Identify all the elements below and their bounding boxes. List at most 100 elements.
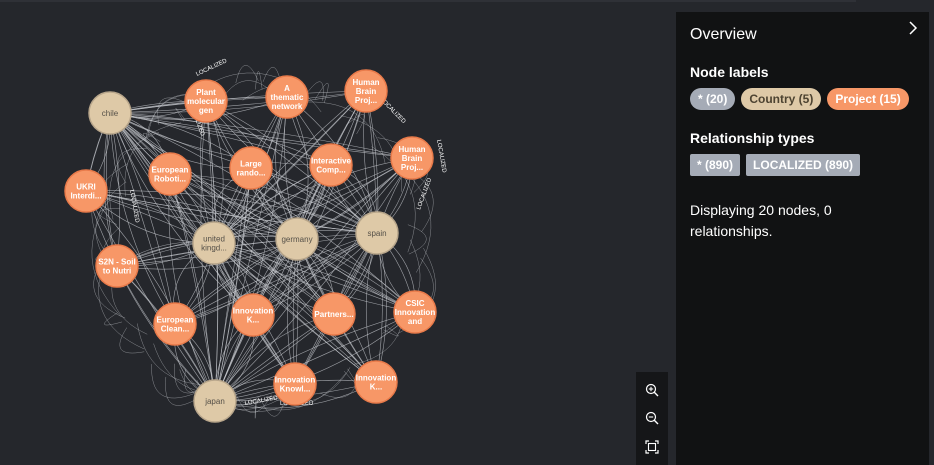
relationship-edge[interactable] (213, 242, 377, 383)
relationship-edge[interactable] (213, 242, 416, 313)
relationship-edge[interactable] (314, 82, 329, 104)
relationship-edge[interactable] (116, 238, 298, 270)
relationship-edge[interactable] (119, 327, 145, 354)
relationship-edge[interactable] (213, 242, 416, 313)
project-node[interactable]: EuropeanClean... (153, 302, 197, 346)
relationship-edge[interactable] (109, 112, 332, 166)
graph-canvas[interactable]: LOCALIZED LOCALIZED LOCALIZED LOCALIZED LOCA… (0, 0, 856, 465)
relationship-edge[interactable] (85, 190, 298, 240)
node-circle[interactable] (192, 221, 236, 265)
country-node[interactable]: japan (193, 379, 237, 423)
project-node[interactable]: InnovationKnowl... (273, 362, 317, 406)
relationship-edge[interactable] (109, 112, 254, 316)
collapse-panel-button[interactable] (903, 18, 923, 38)
relationship-edge[interactable] (214, 311, 416, 402)
relationship-edge[interactable] (305, 81, 324, 101)
node-circle[interactable] (275, 217, 319, 261)
relationship-edge[interactable] (168, 173, 216, 402)
node-circle[interactable] (231, 293, 275, 337)
relationship-edge[interactable] (169, 173, 378, 234)
relationship-edge[interactable] (116, 230, 378, 267)
relationship-edge[interactable] (407, 224, 427, 255)
relationship-edge[interactable] (213, 242, 416, 313)
relationship-edge[interactable] (117, 148, 147, 184)
node-circle[interactable] (273, 362, 317, 406)
relationship-edge[interactable] (214, 164, 332, 402)
node-circle[interactable] (354, 360, 398, 404)
relationship-edge[interactable] (175, 107, 186, 122)
relationship-edge[interactable] (109, 90, 367, 114)
relationship-edge[interactable] (109, 112, 416, 313)
node-label-chip-all[interactable]: * (20) (690, 88, 736, 110)
relationship-edge[interactable] (213, 157, 413, 244)
node-circle[interactable] (193, 379, 237, 423)
relationship-edge[interactable] (365, 232, 378, 383)
relationship-chip-all[interactable]: * (890) (690, 154, 741, 176)
node-circle[interactable] (393, 290, 437, 334)
project-node[interactable]: Partners... (312, 292, 356, 336)
relationship-edge[interactable] (214, 157, 413, 402)
node-label-chip-country[interactable]: Country (5) (741, 88, 822, 110)
project-node[interactable]: HumanBrainProj... (390, 136, 434, 180)
relationship-edge[interactable] (109, 112, 413, 159)
relationship-edge[interactable] (214, 164, 332, 402)
project-node[interactable]: InteractiveComp... (309, 143, 353, 187)
relationship-edge[interactable] (340, 115, 403, 192)
node-circle[interactable] (95, 244, 139, 288)
zoom-out-button[interactable] (640, 406, 664, 430)
relationship-edge[interactable] (261, 398, 286, 417)
relationship-edge[interactable] (109, 90, 367, 114)
relationship-edge[interactable] (109, 112, 377, 383)
relationship-edge[interactable] (109, 112, 176, 325)
relationship-edge[interactable] (255, 71, 263, 90)
project-node[interactable]: Largerando... (229, 146, 273, 190)
relationship-edge[interactable] (214, 311, 416, 402)
relationship-edge[interactable] (371, 146, 416, 253)
country-node[interactable]: spain (355, 211, 399, 255)
relationship-edge[interactable] (116, 232, 378, 267)
relationship-edge[interactable] (174, 232, 378, 325)
node-circle[interactable] (312, 292, 356, 336)
relationship-edge[interactable] (213, 90, 367, 244)
node-circle[interactable] (64, 169, 108, 213)
relationship-edge[interactable] (109, 90, 367, 114)
relationship-edge[interactable] (214, 311, 416, 402)
relationship-edge[interactable] (214, 96, 288, 402)
relationship-edge[interactable] (109, 112, 254, 316)
relationship-edge[interactable] (116, 232, 378, 267)
relationship-edge[interactable] (213, 242, 377, 383)
zoom-in-button[interactable] (640, 378, 664, 402)
relationship-chip-localized[interactable]: LOCALIZED (890) (746, 154, 861, 176)
country-node[interactable]: chile (88, 91, 132, 135)
relationship-edge[interactable] (214, 164, 332, 402)
node-circle[interactable] (355, 211, 399, 255)
country-node[interactable]: unitedkingd... (192, 221, 236, 265)
relationship-edge[interactable] (109, 112, 335, 315)
relationship-edge[interactable] (151, 364, 195, 399)
relationship-edge[interactable] (109, 112, 176, 325)
project-node[interactable]: UKRIInterdi... (64, 169, 108, 213)
relationship-edge[interactable] (213, 157, 413, 244)
graph-visualization[interactable]: LOCALIZEDLOCALIZEDLOCALIZEDLOCALIZEDLOCA… (0, 0, 668, 465)
relationship-edge[interactable] (109, 112, 332, 166)
project-node[interactable]: EuropeanRoboti... (148, 152, 192, 196)
node-circle[interactable] (344, 69, 388, 113)
relationship-edge[interactable] (214, 167, 252, 402)
relationship-edge[interactable] (383, 325, 399, 337)
relationship-edge[interactable] (85, 190, 216, 402)
relationship-edge[interactable] (345, 114, 365, 135)
relationship-edge[interactable] (254, 400, 257, 419)
relationship-edge[interactable] (124, 122, 182, 197)
node-circle[interactable] (148, 152, 192, 196)
relationship-edge[interactable] (91, 195, 122, 317)
relationship-edge[interactable] (213, 90, 367, 244)
relationship-edge[interactable] (85, 190, 298, 240)
node-circle[interactable] (390, 136, 434, 180)
relationship-edge[interactable] (85, 190, 216, 402)
relationship-edge[interactable] (235, 65, 259, 84)
node-circle[interactable] (184, 79, 228, 123)
